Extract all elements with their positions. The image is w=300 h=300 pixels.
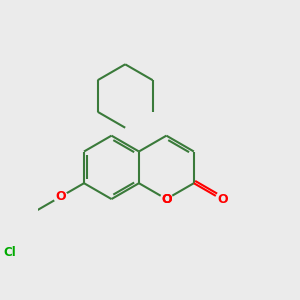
Text: O: O	[217, 193, 227, 206]
Text: O: O	[56, 190, 66, 203]
Text: O: O	[161, 193, 172, 206]
Text: O: O	[161, 193, 172, 206]
Text: Cl: Cl	[4, 247, 16, 260]
